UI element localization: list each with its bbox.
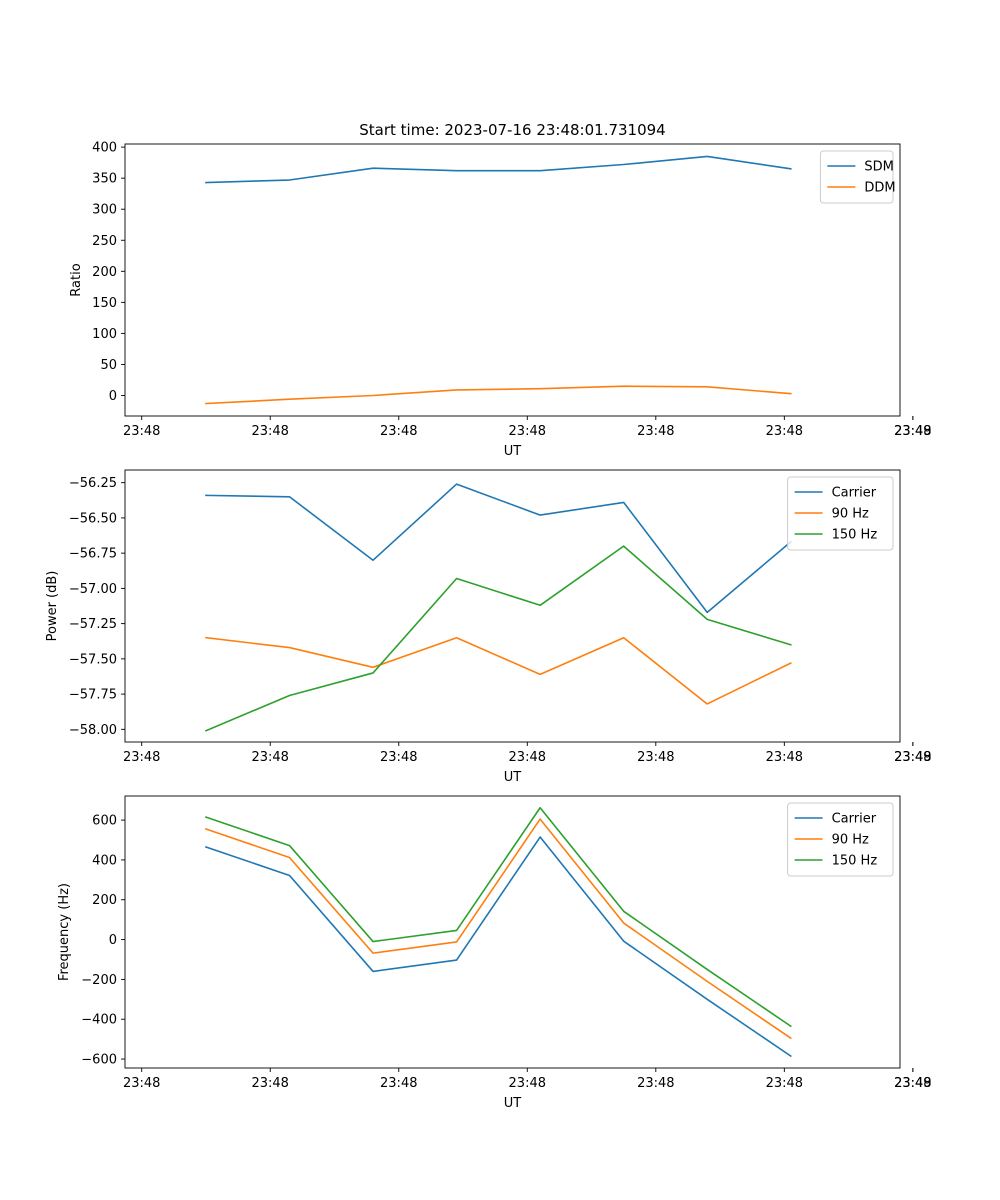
y-axis-label: Frequency (Hz) (57, 883, 72, 981)
x-tick-label: 23:48 (894, 1076, 931, 1091)
x-tick-label: 23:48 (123, 750, 160, 765)
y-tick-label: 350 (92, 172, 117, 187)
x-tick-label: 23:48 (123, 424, 160, 439)
legend: SDM DDM (819, 150, 896, 204)
y-tick-label: 600 (92, 814, 117, 829)
legend-box (787, 476, 894, 551)
axes-frame (124, 143, 901, 417)
y-tick-label: 0 (109, 933, 117, 948)
x-tick-label: 23:48 (380, 1076, 417, 1091)
chart-title: Start time: 2023-07-16 23:48:01.731094 (359, 121, 665, 139)
x-tick-label: 23:48 (509, 750, 546, 765)
x-tick-label: 23:48 (894, 750, 931, 765)
y-tick-label: 100 (92, 327, 117, 342)
y-axis-label: Power (dB) (45, 571, 60, 642)
x-tick-label: 23:48 (766, 750, 803, 765)
y-tick-label: −57.75 (69, 688, 117, 703)
y-tick-label: 50 (100, 358, 117, 373)
x-tick-label: 23:49 (894, 750, 931, 765)
y-tick-label: −56.75 (69, 547, 117, 562)
legend-box (787, 802, 894, 877)
y-axis-label: Ratio (69, 263, 84, 296)
series-line-90-hz (204, 818, 792, 1040)
series-line-sdm (205, 155, 792, 184)
y-tick-label: 200 (92, 265, 117, 280)
legend-label: 150 Hz (832, 528, 878, 543)
x-tick-label: 23:48 (380, 424, 417, 439)
axes-frame (124, 469, 901, 743)
y-tick-label: −56.25 (69, 476, 117, 491)
y-tick-label: 150 (92, 296, 117, 311)
x-tick-label: 23:48 (380, 750, 417, 765)
x-tick-label: 23:48 (251, 750, 288, 765)
y-tick-label: −200 (81, 973, 117, 988)
y-tick-label: 400 (92, 141, 117, 156)
series-line-90-hz (205, 636, 792, 705)
x-tick-label: 23:48 (637, 750, 674, 765)
y-tick-label: 0 (109, 389, 117, 404)
subplot-2: 23:48 23:48 23:48 23:48 23:48 23:48 23:4823:49… (45, 469, 932, 785)
x-axis-label: UT (504, 770, 522, 785)
series-line-carrier (204, 836, 792, 1058)
x-tick-label: 23:48 (637, 1076, 674, 1091)
x-tick-label: 23:48 (251, 1076, 288, 1091)
legend-label: 150 Hz (832, 854, 878, 869)
y-tick-label: −57.25 (69, 617, 117, 632)
x-tick-label: 23:49 (894, 424, 931, 439)
y-tick-label: 250 (92, 234, 117, 249)
legend: Carrier 90 Hz 150 Hz (787, 476, 894, 551)
legend: Carrier 90 Hz 150 Hz (787, 802, 894, 877)
y-tick-label: −400 (81, 1013, 117, 1028)
legend-label: Carrier (832, 486, 877, 501)
x-tick-label: 23:48 (509, 424, 546, 439)
series-line-ddm (205, 385, 792, 405)
x-tick-label: 23:48 (123, 1076, 160, 1091)
legend-label: 90 Hz (832, 507, 869, 522)
series-line-150-hz (204, 545, 792, 732)
subplot-1: Start time: 2023-07-16 23:48:01.731094 23… (69, 121, 932, 459)
axes-frame (124, 795, 901, 1069)
legend-box (819, 150, 894, 204)
legend-label: Carrier (832, 812, 877, 827)
x-tick-label: 23:48 (766, 1076, 803, 1091)
x-axis-label: UT (504, 444, 522, 459)
x-tick-label: 23:48 (251, 424, 288, 439)
y-tick-label: −58.00 (69, 723, 117, 738)
x-tick-label: 23:48 (637, 424, 674, 439)
legend-label: 90 Hz (832, 833, 869, 848)
x-axis-label: UT (504, 1096, 522, 1111)
y-tick-label: 300 (92, 203, 117, 218)
series-line-150-hz (204, 806, 792, 1028)
legend-label: DDM (864, 181, 895, 196)
x-tick-label: 23:49 (894, 1076, 931, 1091)
y-tick-label: −56.50 (69, 511, 117, 526)
y-tick-label: −600 (81, 1053, 117, 1068)
legend-label: SDM (864, 160, 893, 175)
x-tick-label: 23:48 (509, 1076, 546, 1091)
y-tick-label: −57.50 (69, 652, 117, 667)
y-tick-label: 400 (92, 853, 117, 868)
x-tick-label: 23:48 (894, 424, 931, 439)
y-tick-label: 200 (92, 893, 117, 908)
series-line-carrier (205, 483, 792, 614)
y-tick-label: −57.00 (69, 582, 117, 597)
subplot-3: 23:48 23:48 23:48 23:48 23:48 23:48 23:4823:49… (57, 795, 932, 1111)
x-tick-label: 23:48 (766, 424, 803, 439)
